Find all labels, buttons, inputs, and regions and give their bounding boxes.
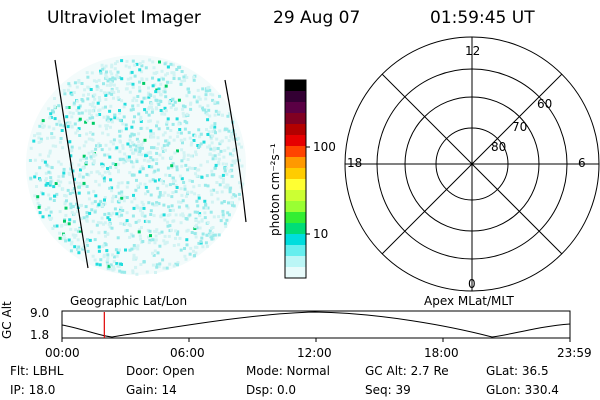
- mlt-label-12: 12: [465, 44, 481, 58]
- polar-plot: [344, 36, 600, 292]
- dsp-info: Dsp: 0.0: [246, 383, 297, 397]
- colorbar-segment: [285, 201, 306, 213]
- gain-info: Gain: 14: [126, 383, 177, 397]
- uv-image: [26, 55, 247, 276]
- colorbar-segment: [285, 157, 306, 169]
- ip-info: IP: 18.0: [10, 383, 56, 397]
- timeline-xtick: 12:00: [297, 346, 332, 360]
- filter-info: Flt: LBHL: [10, 364, 64, 378]
- timeline-ytick-9: 9.0: [30, 306, 50, 320]
- colorbar-segment: [285, 267, 306, 279]
- colorbar-tick-10: 10: [313, 227, 329, 241]
- lat-label-80: 80: [491, 140, 507, 154]
- colorbar-segment: [285, 168, 306, 180]
- seq-info: Seq: 39: [365, 383, 411, 397]
- timeline-ytick-1-8: 1.8: [30, 328, 50, 342]
- colorbar-segment: [285, 80, 306, 92]
- color-bar: [284, 79, 310, 279]
- timeline-plot: [61, 310, 571, 342]
- lat-label-70: 70: [512, 120, 528, 134]
- glon-info: GLon: 330.4: [486, 383, 559, 397]
- timeline-xtick: 06:00: [170, 346, 205, 360]
- colorbar-segment: [285, 245, 306, 257]
- colorbar-segment: [285, 124, 306, 136]
- colorbar-segment: [285, 135, 306, 147]
- apex-label: Apex MLat/MLT: [424, 294, 514, 308]
- instrument-title: Ultraviolet Imager: [47, 8, 201, 28]
- colorbar-segment: [285, 102, 306, 114]
- longitude-line: [224, 79, 247, 223]
- mlt-label-6: 6: [578, 156, 586, 170]
- mode-info: Mode: Normal: [246, 364, 330, 378]
- colorbar-segment: [285, 179, 306, 191]
- colorbar-segment: [285, 113, 306, 125]
- colorbar-segment: [285, 91, 306, 103]
- timeline-xtick: 00:00: [45, 346, 80, 360]
- glat-info: GLat: 36.5: [486, 364, 549, 378]
- colorbar-segment: [285, 212, 306, 224]
- colorbar-tick-100: 100: [313, 140, 336, 154]
- geographic-label: Geographic Lat/Lon: [70, 294, 188, 308]
- colorbar-segment: [285, 256, 306, 268]
- mlt-label-18: 18: [347, 156, 363, 170]
- timeline-xtick: 18:00: [424, 346, 459, 360]
- time-label: 01:59:45 UT: [430, 8, 535, 28]
- colorbar-unit-label: photon cm⁻²s⁻¹: [268, 143, 282, 236]
- mlt-label-0: 0: [468, 277, 476, 291]
- colorbar-segment: [285, 234, 306, 246]
- colorbar-segment: [285, 190, 306, 202]
- colorbar-segment: [285, 146, 306, 158]
- timeline-xtick: 23:59: [557, 346, 592, 360]
- timeline-ylabel: GC Alt: [0, 301, 14, 339]
- colorbar-segment: [285, 223, 306, 235]
- date-label: 29 Aug 07: [273, 8, 361, 28]
- lat-label-60: 60: [537, 97, 553, 111]
- altitude-curve: [61, 311, 571, 338]
- gc-alt-info: GC Alt: 2.7 Re: [365, 364, 449, 378]
- longitude-line: [54, 59, 89, 269]
- door-info: Door: Open: [126, 364, 195, 378]
